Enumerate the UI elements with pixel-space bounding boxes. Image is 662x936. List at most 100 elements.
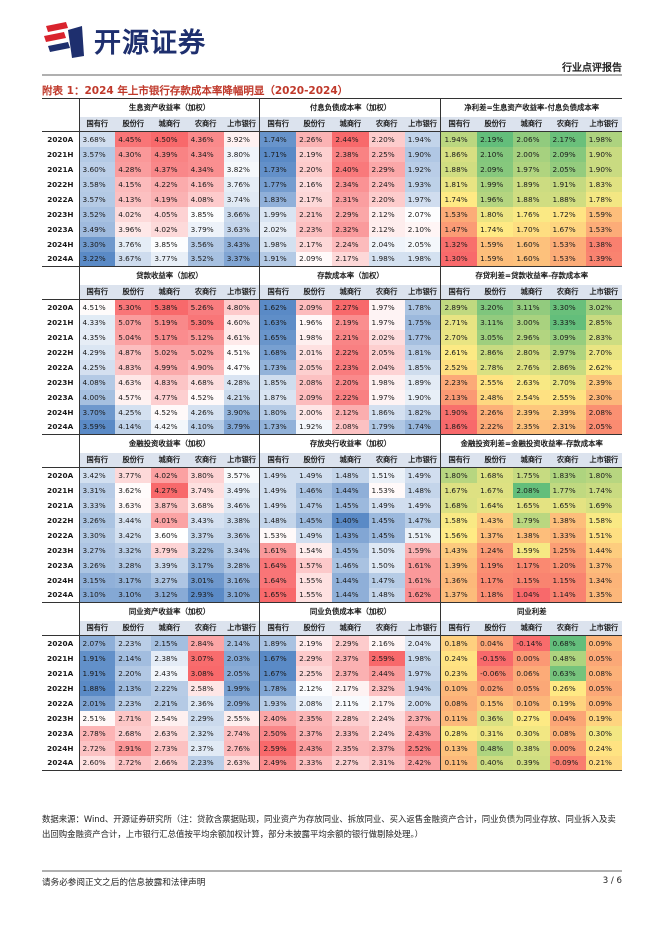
value-cell: 1.45% xyxy=(332,542,369,558)
value-cell: 2.12% xyxy=(368,206,405,222)
value-cell: 3.52% xyxy=(187,251,224,267)
value-cell: 4.37% xyxy=(151,161,188,177)
value-cell: 3.96% xyxy=(115,221,152,237)
value-cell: 1.77% xyxy=(549,482,586,498)
value-cell: 5.12% xyxy=(187,329,224,345)
value-cell: 1.49% xyxy=(404,497,441,513)
logo-mark-icon xyxy=(44,22,84,58)
value-cell: 2.32% xyxy=(332,221,369,237)
group-title: 生息资产收益率（加权） xyxy=(78,98,260,117)
column-header: 城商行 xyxy=(151,116,188,132)
value-cell: 1.94% xyxy=(404,680,441,696)
value-cell: 3.01% xyxy=(187,572,224,588)
value-cell: 3.37% xyxy=(187,527,224,543)
row-label: 2022A xyxy=(42,695,79,711)
value-cell: 2.14% xyxy=(115,650,152,666)
value-cell: 3.79% xyxy=(151,542,188,558)
group-title-row: 生息资产收益率（加权） 付息负债成本率（加权） 净利差=生息资产收益率-付息负债成本… xyxy=(42,98,622,117)
value-cell: 0.05% xyxy=(585,680,622,696)
column-header: 城商行 xyxy=(151,620,188,636)
value-cell: 2.48% xyxy=(477,389,514,405)
group-title-row: 金融投资收益率（加权） 存放央行收益率（加权） 金融投资利差=金融投资收益率-存款成… xyxy=(42,434,622,453)
value-cell: 0.26% xyxy=(549,680,586,696)
value-cell: 1.75% xyxy=(513,467,550,483)
value-cell: 1.98% xyxy=(585,131,622,147)
value-cell: -0.14% xyxy=(513,635,550,651)
value-cell: 2.06% xyxy=(513,131,550,147)
value-cell: 1.68% xyxy=(259,344,297,360)
value-cell: 5.07% xyxy=(115,314,152,330)
value-cell: 1.15% xyxy=(549,572,586,588)
value-cell: 2.44% xyxy=(332,131,369,147)
value-cell: 1.32% xyxy=(440,236,478,252)
value-cell: 4.29% xyxy=(78,344,116,360)
value-cell: 4.90% xyxy=(187,359,224,375)
table-row: 2022H 1.88% 2.13% 2.22% 2.58% 1.99% 1.78% 2.12%… xyxy=(42,680,622,696)
column-header: 城商行 xyxy=(332,620,369,636)
value-cell: 1.44% xyxy=(332,587,369,603)
value-cell: 0.18% xyxy=(440,635,478,651)
table-row: 2022A 2.01% 2.23% 2.21% 2.36% 2.09% 1.93% 2.08%… xyxy=(42,695,622,711)
value-cell: 2.59% xyxy=(259,740,297,756)
value-cell: 4.34% xyxy=(187,161,224,177)
row-label: 2022A xyxy=(42,191,79,207)
table-row: 2023H 4.08% 4.63% 4.83% 4.68% 4.28% 1.85% 2.08%… xyxy=(42,374,622,390)
group-title: 金融投资利差=金融投资收益率-存款成本率 xyxy=(440,434,622,453)
table-row: 2022A 4.25% 4.83% 4.99% 4.90% 4.47% 1.73% 2.05%… xyxy=(42,359,622,375)
value-cell: -0.15% xyxy=(477,650,514,666)
value-cell: 2.55% xyxy=(223,710,260,726)
value-cell: 2.26% xyxy=(477,404,514,420)
value-cell: 2.20% xyxy=(115,665,152,681)
value-cell: 2.40% xyxy=(332,161,369,177)
value-cell: 0.04% xyxy=(549,710,586,726)
value-cell: 1.53% xyxy=(259,527,297,543)
value-cell: 4.47% xyxy=(223,359,260,375)
value-cell: 2.80% xyxy=(513,344,550,360)
value-cell: 3.27% xyxy=(151,572,188,588)
value-cell: 1.89% xyxy=(404,374,441,390)
value-cell: 2.63% xyxy=(151,725,188,741)
value-cell: 1.60% xyxy=(513,251,550,267)
value-cell: -0.06% xyxy=(477,665,514,681)
value-cell: 1.17% xyxy=(513,557,550,573)
value-cell: 2.19% xyxy=(296,146,333,162)
value-cell: 2.39% xyxy=(513,404,550,420)
value-cell: 1.53% xyxy=(368,482,405,498)
value-cell: 1.75% xyxy=(404,314,441,330)
value-cell: 1.48% xyxy=(259,512,297,528)
column-header: 股份行 xyxy=(477,284,514,300)
value-cell: 1.85% xyxy=(259,374,297,390)
value-cell: 1.39% xyxy=(585,251,622,267)
table-row: 2024A 2.60% 2.72% 2.66% 2.23% 2.63% 2.49% 2.33%… xyxy=(42,755,622,771)
value-cell: 2.21% xyxy=(296,206,333,222)
value-cell: 5.38% xyxy=(151,299,188,315)
group-title: 付息负债成本率（加权） xyxy=(259,98,441,117)
value-cell: 2.54% xyxy=(151,710,188,726)
value-cell: 3.85% xyxy=(151,236,188,252)
value-cell: 1.77% xyxy=(404,329,441,345)
value-cell: 3.10% xyxy=(223,587,260,603)
value-cell: 4.27% xyxy=(151,482,188,498)
value-cell: 4.99% xyxy=(151,359,188,375)
table-row: 2020A 2.07% 2.23% 2.15% 2.84% 2.14% 1.89% 2.19%… xyxy=(42,635,622,651)
value-cell: 1.44% xyxy=(332,572,369,588)
value-cell: 2.09% xyxy=(223,695,260,711)
value-cell: 1.51% xyxy=(585,527,622,543)
column-header: 国有行 xyxy=(78,620,116,636)
value-cell: 3.17% xyxy=(187,557,224,573)
value-cell: 4.83% xyxy=(151,374,188,390)
value-cell: 2.63% xyxy=(513,374,550,390)
corner-cell xyxy=(42,452,79,468)
value-cell: 2.08% xyxy=(513,482,550,498)
value-cell: 3.28% xyxy=(115,557,152,573)
value-cell: 1.86% xyxy=(440,419,478,435)
value-cell: 1.97% xyxy=(368,299,405,315)
value-cell: 1.67% xyxy=(549,221,586,237)
value-cell: 3.68% xyxy=(78,131,116,147)
column-header: 股份行 xyxy=(477,452,514,468)
value-cell: 1.53% xyxy=(440,206,478,222)
value-cell: 3.33% xyxy=(549,314,586,330)
value-cell: 3.12% xyxy=(151,587,188,603)
value-cell: 1.51% xyxy=(404,527,441,543)
value-cell: 3.10% xyxy=(78,587,116,603)
